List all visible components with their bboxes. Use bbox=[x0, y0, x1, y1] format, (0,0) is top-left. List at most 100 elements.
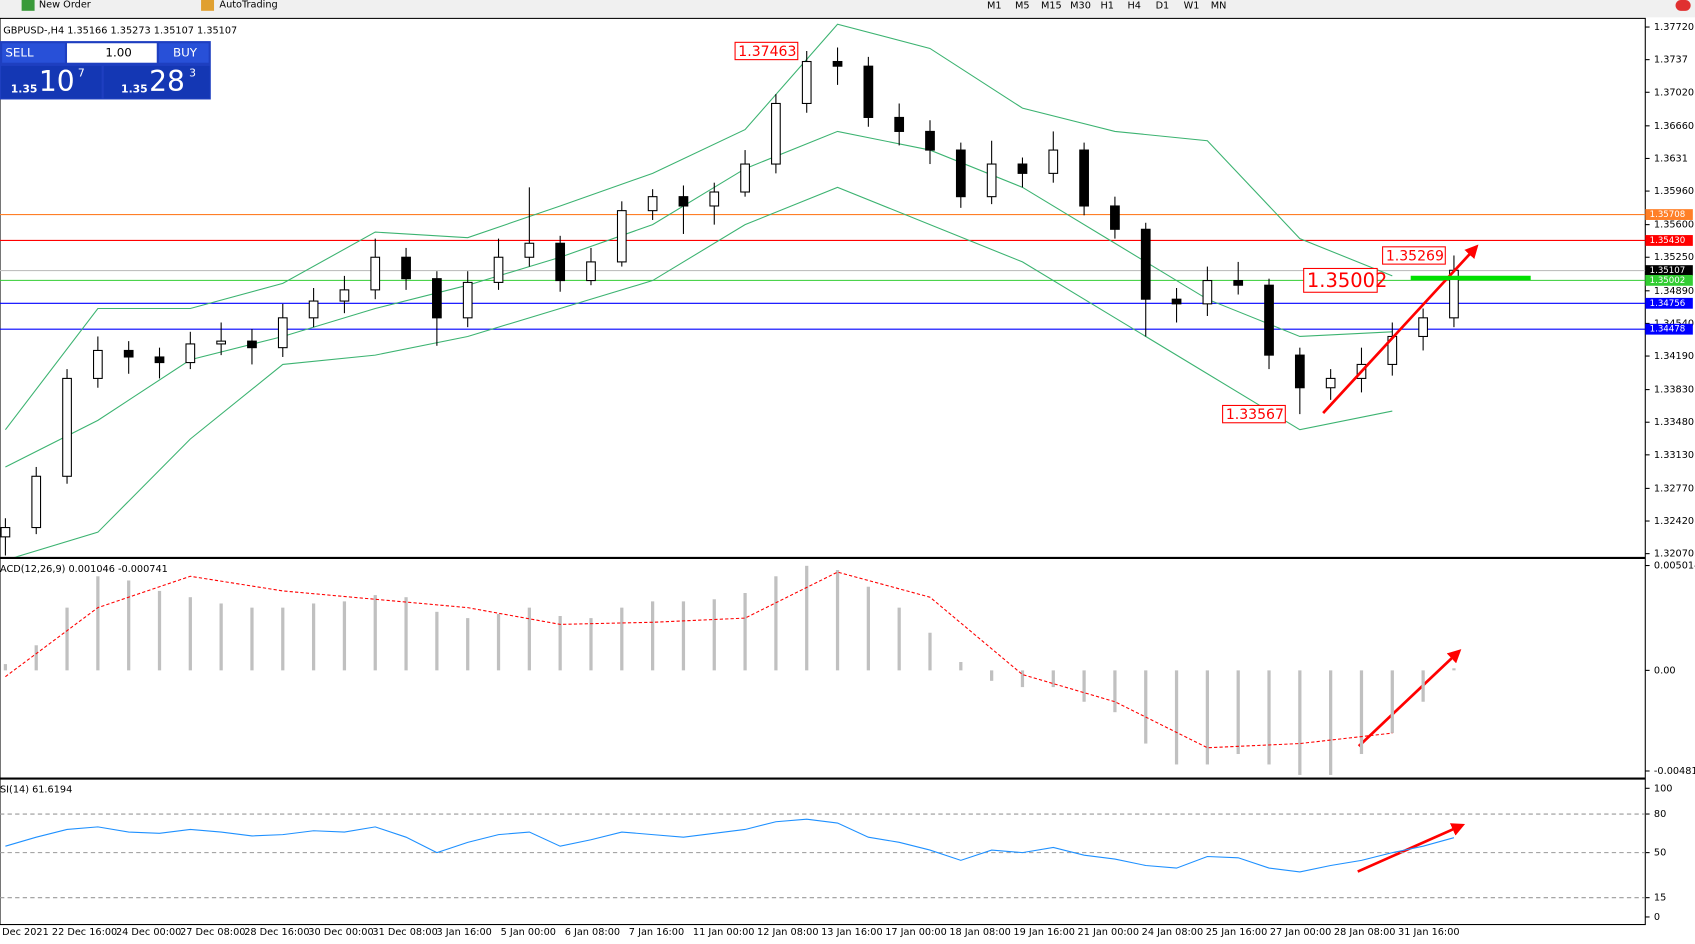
main-pane bbox=[0, 23, 1646, 557]
lots-input[interactable] bbox=[67, 43, 157, 63]
candle-body bbox=[801, 60, 812, 105]
price-annotation-box bbox=[1303, 267, 1378, 293]
buy-price-box[interactable] bbox=[103, 65, 210, 99]
candle-body bbox=[493, 256, 504, 283]
macd-bar bbox=[1082, 670, 1086, 702]
autotrading-button[interactable]: AutoTrading bbox=[219, 0, 277, 10]
macd-bar bbox=[435, 611, 439, 671]
buy-price-big[interactable]: 1.35 bbox=[121, 83, 148, 96]
bollinger-band bbox=[5, 130, 1393, 468]
x-tick-label: 31 Jan 16:00 bbox=[1398, 927, 1460, 938]
timeframe-button[interactable]: M15 bbox=[1041, 0, 1062, 11]
sell-text[interactable]: SELL bbox=[5, 45, 34, 59]
x-tick-label: 12 Jan 08:00 bbox=[757, 927, 819, 938]
candle-body bbox=[1171, 298, 1182, 305]
new-order-button[interactable]: New Order bbox=[39, 0, 91, 10]
timeframe-button[interactable]: W1 bbox=[1184, 0, 1200, 11]
lots-value[interactable]: 1.00 bbox=[105, 45, 131, 59]
price-annotation-box bbox=[734, 41, 799, 61]
y-tick-label: 1.32070 bbox=[1654, 549, 1694, 560]
macd-bar bbox=[188, 597, 192, 671]
macd-bar bbox=[404, 597, 408, 671]
macd-bar bbox=[342, 601, 347, 671]
candle-body bbox=[1202, 280, 1213, 305]
macd-bar bbox=[1236, 670, 1240, 755]
rsi-line bbox=[5, 818, 1455, 873]
candle-body bbox=[93, 349, 103, 379]
macd-bar bbox=[743, 593, 747, 671]
candle-body bbox=[370, 256, 381, 291]
sell-price-box[interactable] bbox=[1, 65, 102, 99]
y-tick-label: 15 bbox=[1654, 893, 1666, 904]
sell-price-big[interactable]: 1.35 bbox=[11, 83, 38, 96]
macd-bar bbox=[1359, 670, 1364, 755]
buy-price-point[interactable]: 3 bbox=[189, 67, 196, 80]
macd-bar bbox=[281, 607, 285, 671]
bollinger-band bbox=[14, 186, 1393, 557]
x-tick-label: 30 Dec 00:00 bbox=[308, 927, 373, 938]
new-order-icon[interactable] bbox=[21, 0, 35, 11]
toolbar bbox=[0, 0, 1695, 18]
x-tick-label: 17 Jan 00:00 bbox=[885, 927, 947, 938]
price-annotation: 1.35269 bbox=[1386, 249, 1444, 265]
macd-bar bbox=[1298, 670, 1302, 775]
candle-body bbox=[925, 130, 935, 151]
sell-price-point[interactable]: 7 bbox=[78, 67, 85, 80]
timeframe-button[interactable]: M30 bbox=[1070, 0, 1091, 11]
buy-button[interactable] bbox=[158, 43, 209, 63]
buy-price-pips[interactable]: 28 bbox=[149, 65, 185, 98]
candle-body bbox=[616, 210, 627, 263]
macd-bar bbox=[1205, 670, 1210, 765]
candle-body bbox=[1140, 228, 1151, 300]
macd-bar bbox=[157, 590, 162, 671]
timeframe-button[interactable]: MN bbox=[1211, 0, 1227, 11]
macd-label: ACD(12,26,9) 0.001046 -0.000741 bbox=[0, 564, 168, 575]
x-tick-label: 22 Dec 16:00 bbox=[52, 927, 117, 938]
y-tick-label: 1.33130 bbox=[1654, 450, 1694, 461]
price-annotation: 1.37463 bbox=[738, 44, 796, 60]
macd-bar bbox=[373, 595, 377, 671]
macd-bar bbox=[589, 618, 593, 671]
sell-button[interactable] bbox=[2, 43, 65, 63]
y-tick-label: 1.3737 bbox=[1654, 55, 1688, 66]
x-tick-label: 13 Jan 16:00 bbox=[821, 927, 883, 938]
y-tick-label: 1.35960 bbox=[1654, 186, 1694, 197]
price-level-label: 1.35708 bbox=[1650, 210, 1686, 220]
macd-bar bbox=[866, 586, 870, 671]
candle-body bbox=[308, 300, 319, 319]
y-tick-label: 1.34890 bbox=[1654, 286, 1694, 297]
price-level-tag bbox=[1645, 323, 1693, 335]
macd-bar bbox=[127, 580, 131, 671]
buy-text[interactable]: BUY bbox=[173, 45, 198, 59]
alert-icon[interactable] bbox=[1675, 0, 1691, 11]
x-tick-label: 19 Jan 16:00 bbox=[1013, 927, 1075, 938]
sell-price-pips[interactable]: 10 bbox=[39, 65, 75, 98]
macd-bar bbox=[1020, 670, 1025, 688]
rsi-arrow bbox=[1357, 823, 1466, 873]
price-level-label: 1.35430 bbox=[1650, 236, 1686, 246]
macd-bar bbox=[96, 576, 100, 671]
candle-body bbox=[401, 256, 411, 280]
candle-body bbox=[894, 116, 905, 132]
macd-bar bbox=[34, 645, 38, 671]
macd-bar bbox=[1390, 670, 1394, 734]
macd-bar bbox=[1051, 670, 1055, 688]
candle-body bbox=[709, 191, 720, 207]
y-tick-label: 50 bbox=[1654, 848, 1666, 859]
candle-body bbox=[216, 340, 227, 345]
x-tick-label: 3 Jan 16:00 bbox=[437, 927, 492, 938]
autotrading-icon[interactable] bbox=[201, 0, 215, 11]
candle-body bbox=[1079, 149, 1089, 207]
timeframe-button[interactable]: H4 bbox=[1127, 0, 1140, 11]
price-level-label: 1.34478 bbox=[1650, 325, 1686, 335]
timeframe-button[interactable]: M1 bbox=[987, 0, 1002, 11]
timeframe-button[interactable]: M5 bbox=[1015, 0, 1030, 11]
timeframe-button[interactable]: H1 bbox=[1100, 0, 1113, 11]
timeframe-button[interactable]: D1 bbox=[1156, 0, 1170, 11]
candle-body bbox=[955, 149, 966, 198]
macd-bar bbox=[774, 576, 778, 671]
x-tick-label: 28 Dec 16:00 bbox=[244, 927, 309, 938]
x-tick-label: 27 Jan 00:00 bbox=[1270, 927, 1332, 938]
macd-bar bbox=[1452, 668, 1456, 671]
candle-body bbox=[1110, 205, 1120, 230]
